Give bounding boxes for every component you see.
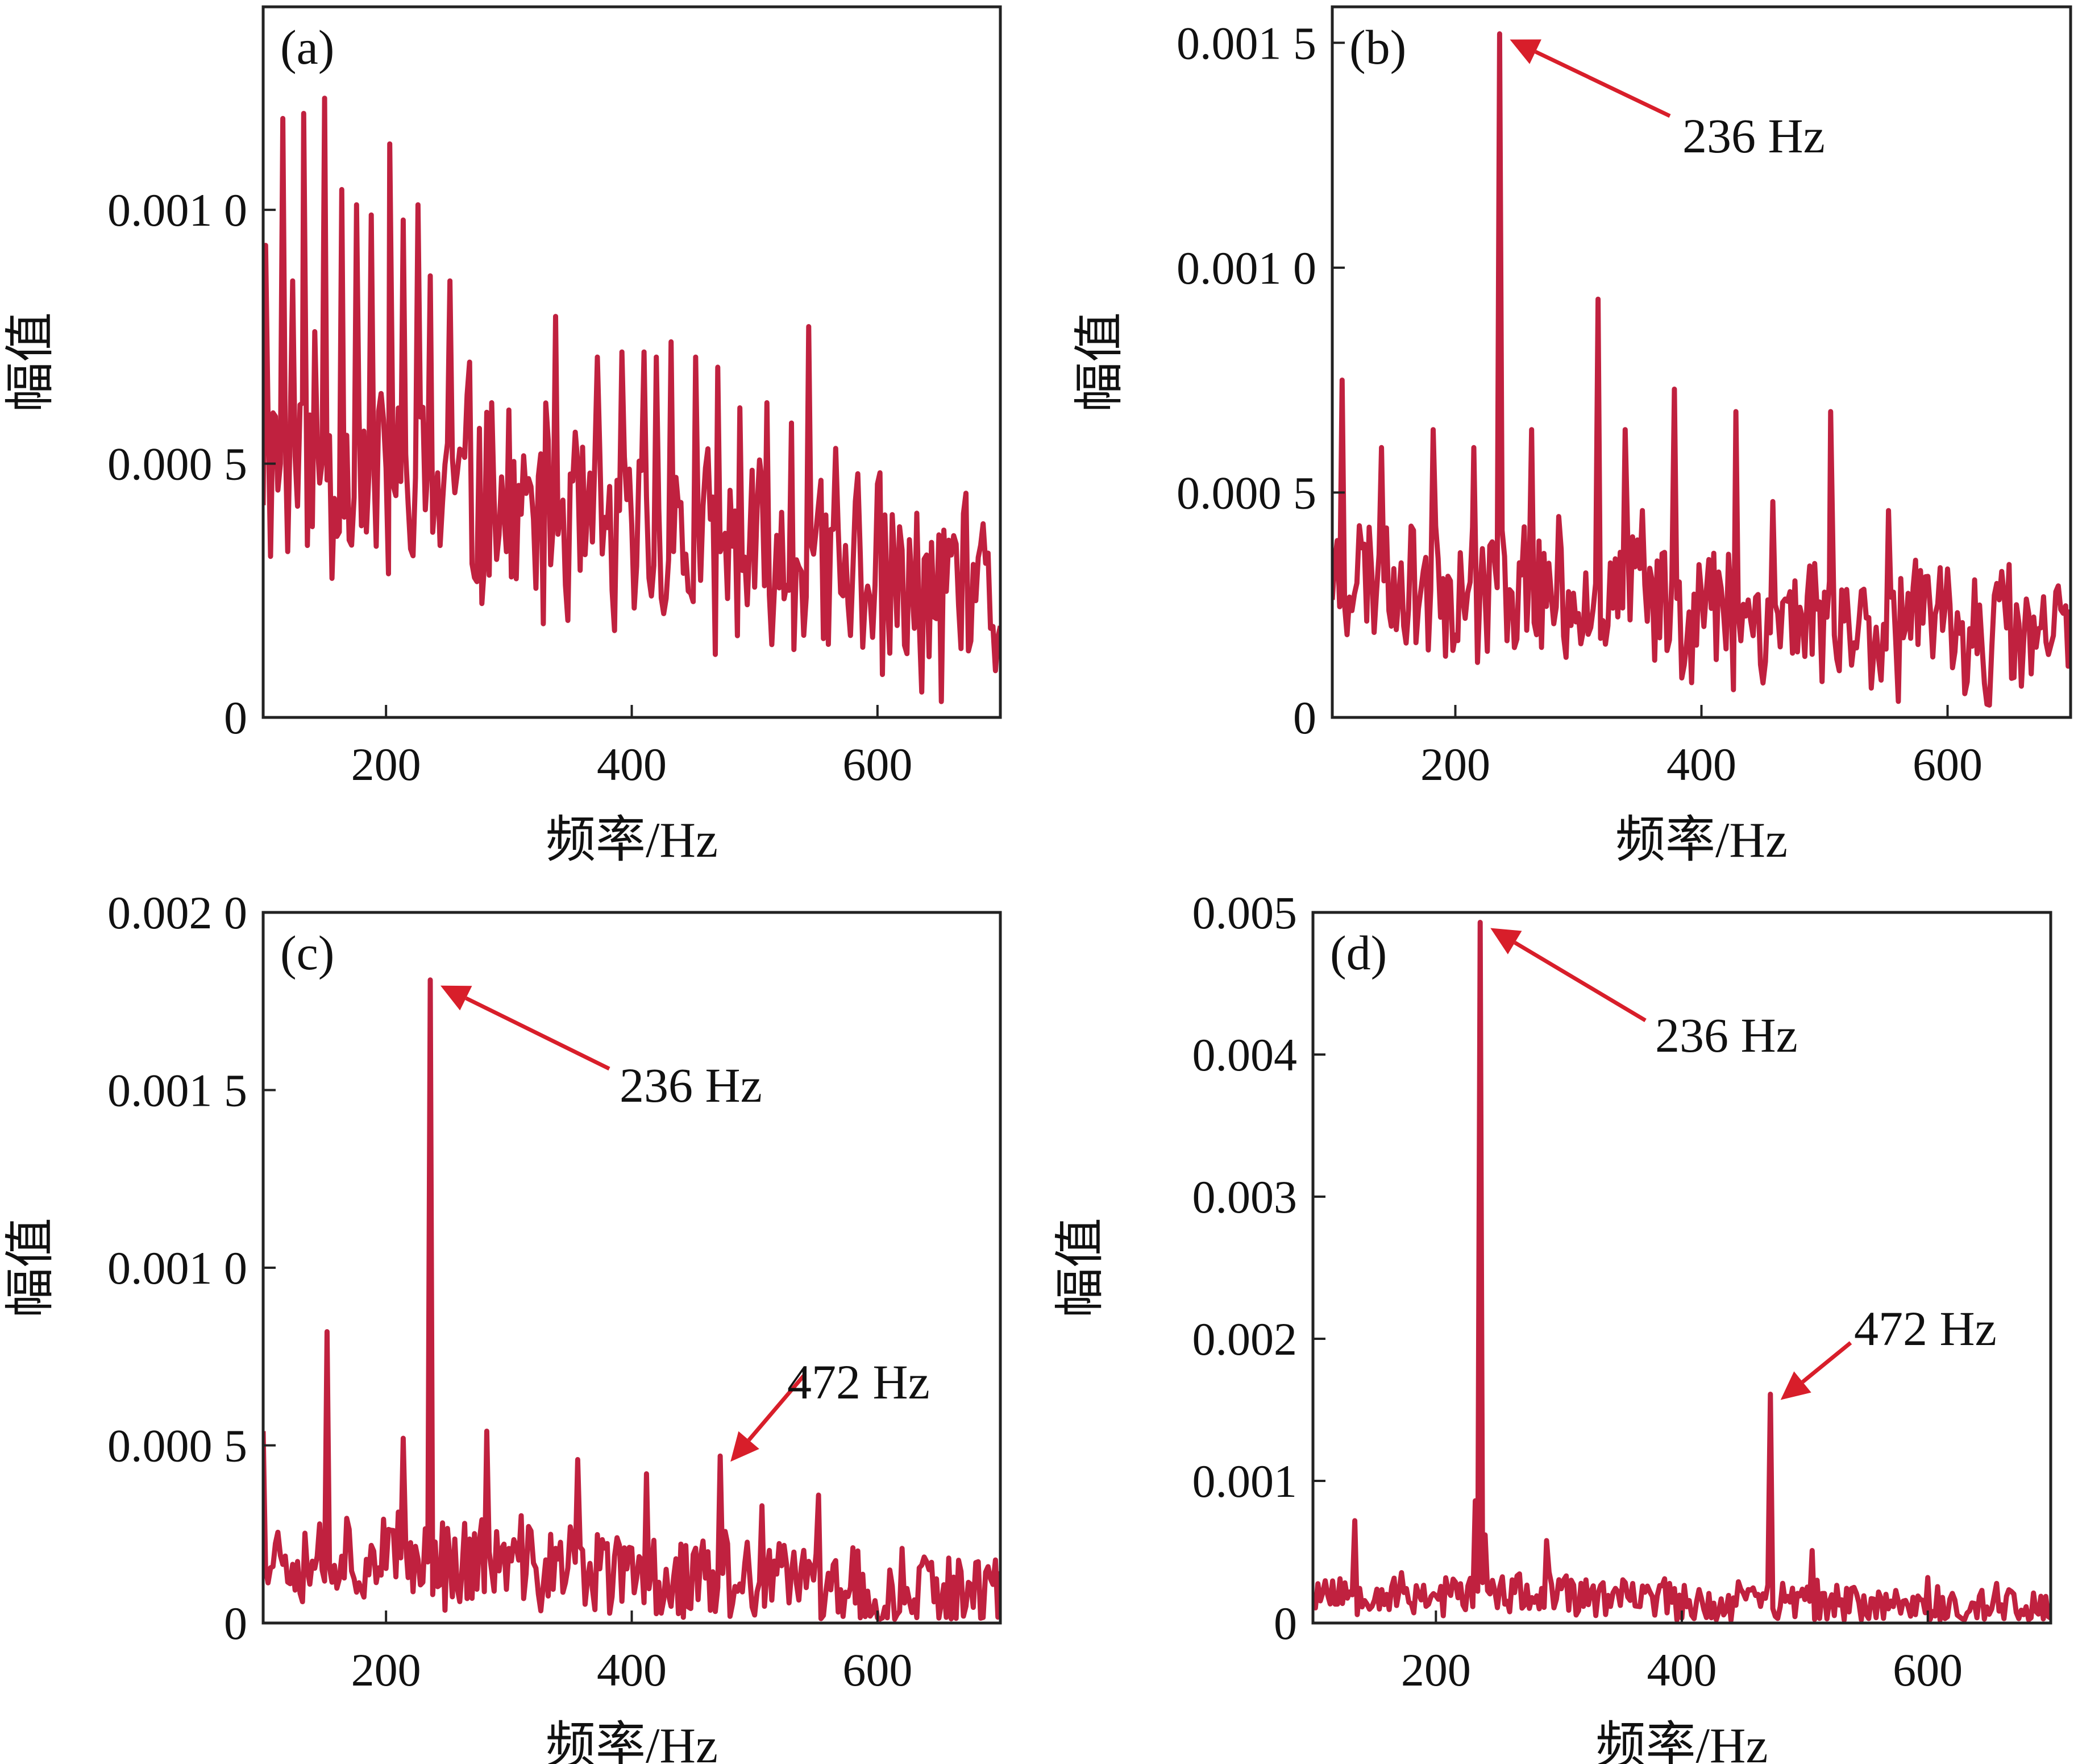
y-tick-label: 0.001 0 [1177,242,1316,294]
annotation-arrowhead [1490,928,1522,954]
y-tick-label: 0.001 5 [1177,17,1316,69]
annotation-label: 236 Hz [1682,109,1825,163]
y-axis-label: 幅值 [1053,1218,1108,1318]
y-tick-label: 0.000 5 [107,438,247,490]
x-axis-label: 频率/Hz [546,1719,718,1764]
panel-label: (a) [280,20,334,74]
x-axis-label: 频率/Hz [546,813,718,868]
x-tick-label: 400 [1666,738,1736,790]
x-tick-label: 200 [1420,738,1490,790]
annotation-arrow-line [1801,1341,1852,1384]
y-axis-label: 幅值 [1073,312,1128,412]
annotation-arrow-line [1535,49,1671,118]
x-tick-label: 600 [1913,738,1983,790]
y-tick-label: 0.002 0 [107,887,247,939]
y-tick-label: 0.001 0 [107,184,247,236]
y-tick-label: 0.003 [1192,1171,1298,1223]
panel-a: 0 0.000 5 0.001 0 200 400 600 频率/Hz 幅值 (a) [3,5,1002,868]
y-tick-label: 0.005 [1192,887,1298,939]
y-axis-label: 幅值 [3,312,59,412]
annotation-arrowhead [1510,39,1541,64]
series-line [263,96,1000,704]
y-tick-label: 0.001 [1192,1455,1298,1507]
x-tick-label: 400 [1647,1644,1717,1696]
x-tick-label: 600 [1893,1644,1963,1696]
panel-d: 0 0.001 0.002 0.003 0.004 0.005 200 400 600 频率/Hz… [1053,887,2052,1764]
x-axis-label: 频率/Hz [1615,813,1788,868]
x-tick-label: 600 [842,1644,912,1696]
y-tick-label: 0.000 5 [1177,467,1316,518]
y-tick-label: 0.001 5 [107,1065,247,1116]
panel-b: 0 0.000 5 0.001 0 0.001 5 200 400 600 频率/Hz 幅值 (b… [1073,5,2072,868]
panel-label: (b) [1349,20,1406,74]
panel-label: (d) [1330,925,1387,980]
x-tick-label: 200 [1401,1644,1471,1696]
y-tick-label: 0.000 5 [107,1420,247,1472]
annotation-arrowhead [440,985,472,1011]
x-tick-label: 200 [351,1644,421,1696]
annotation-label: 236 Hz [1655,1008,1798,1062]
x-tick-label: 400 [597,1644,667,1696]
y-axis-label: 幅值 [3,1218,59,1318]
y-tick-label: 0.001 0 [107,1242,247,1294]
y-tick-label: 0 [224,1597,247,1649]
annotation-label: 472 Hz [787,1355,930,1409]
annotation-arrowhead [1780,1371,1811,1400]
panel-c: 0 0.000 5 0.001 0 0.001 5 0.002 0 200 400 600 频率… [3,887,1002,1764]
annotation-arrow-line [747,1374,805,1442]
y-tick-label: 0.002 [1192,1313,1298,1365]
annotation-arrowhead [730,1431,759,1462]
x-tick-label: 400 [597,738,667,790]
annotation-arrow-line [465,996,610,1071]
y-tick-label: 0 [224,692,247,744]
plot-frame [261,911,1002,1625]
y-tick-label: 0 [1293,692,1316,744]
y-tick-label: 0 [1274,1597,1297,1649]
series-line [1332,31,2071,708]
panel-label: (c) [280,925,334,980]
x-tick-label: 200 [351,738,421,790]
annotation-label: 236 Hz [620,1058,762,1113]
annotation-arrow-line [1514,941,1647,1023]
y-tick-label: 0.004 [1192,1029,1298,1081]
annotation-label: 472 Hz [1854,1301,1997,1356]
x-axis-label: 频率/Hz [1595,1719,1768,1764]
x-tick-label: 600 [842,738,912,790]
